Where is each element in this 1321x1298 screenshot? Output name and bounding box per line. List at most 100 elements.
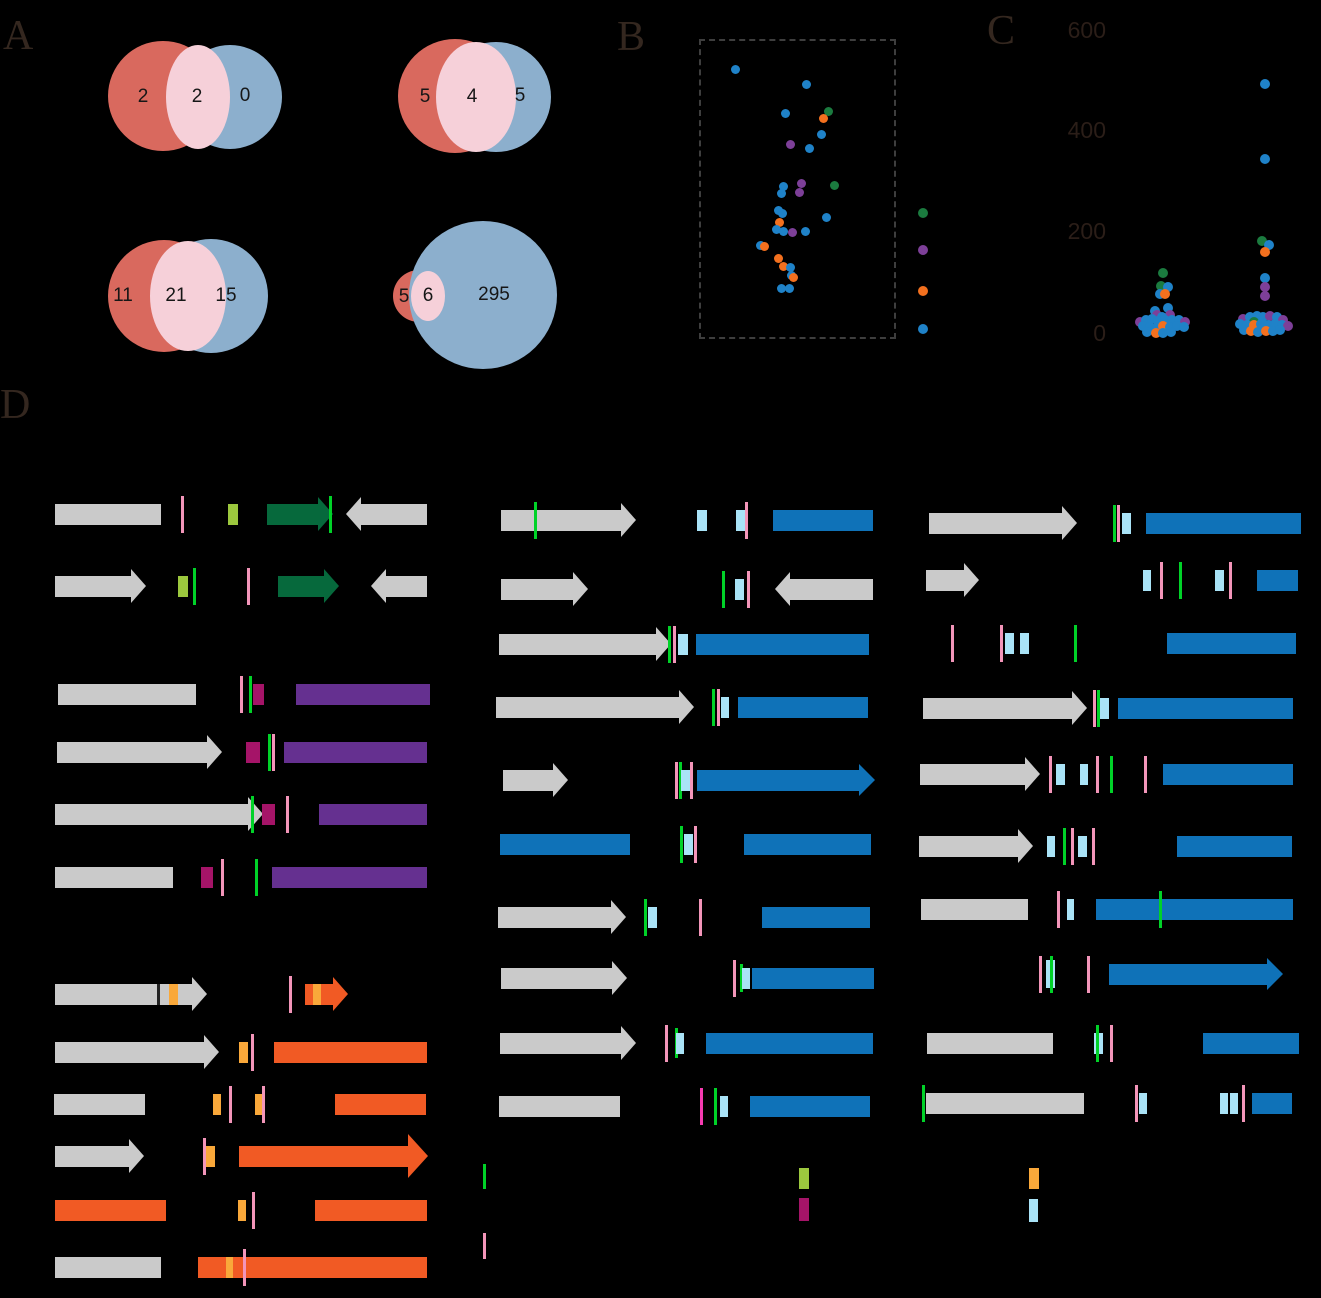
- gene-marker-line-pink: [243, 1248, 246, 1286]
- gene-arrow-body-gray: [57, 741, 207, 763]
- gene-marker-line-pink: [717, 688, 720, 726]
- gene-arrow-head-left-gray: [346, 497, 361, 531]
- gene-feature-box-lblue: [676, 1032, 684, 1054]
- gene-segment-gray: [55, 1256, 161, 1278]
- gene-arrow-body-gray: [55, 1041, 204, 1063]
- gene-feature-box-lblue: [1220, 1092, 1228, 1114]
- scatter-dot-blue: [800, 226, 810, 236]
- gene-feature-box-yellow: [206, 1145, 215, 1167]
- gene-feature-box-yg: [178, 575, 188, 597]
- gene-marker-line-pink: [1049, 755, 1052, 793]
- strip-group1-dot-blue: [1179, 322, 1189, 332]
- gene-arrow-head-right-gray: [1025, 757, 1040, 791]
- scatter-dot-blue: [821, 212, 831, 222]
- gene-marker-line-pink: [252, 1191, 255, 1229]
- strip-group2-dot-orange: [1249, 320, 1259, 330]
- gene-segment-blue2: [744, 833, 871, 855]
- gene-marker-line-pink: [203, 1137, 206, 1175]
- gene-marker-line-pink: [1160, 561, 1163, 599]
- strip-group2-dot-orange: [1246, 326, 1256, 336]
- gene-marker-line-pink: [240, 675, 243, 713]
- strip-group2-dot-orange: [1260, 247, 1270, 257]
- scatter-dot-blue: [777, 208, 787, 218]
- gene-marker-line-pink: [1087, 955, 1090, 993]
- y-axis-tick-label-600: 600: [1067, 17, 1106, 43]
- scatter-dot-orange: [818, 113, 828, 123]
- strip-group1-dot-blue: [1153, 316, 1163, 326]
- strip-group1-dot-green: [1158, 268, 1168, 278]
- scatter-dot-blue: [778, 226, 788, 236]
- gene-marker-line-bgreen: [1110, 755, 1113, 793]
- gene-feature-box-magenta: [246, 741, 260, 763]
- gene-feature-box-yellow: [313, 983, 321, 1005]
- gene-segment-purple2: [272, 866, 427, 888]
- gene-arrow-body-dgreen: [278, 575, 324, 597]
- gene-arrow-body-gray: [500, 1032, 621, 1054]
- gene-arrow-head-right-gray: [553, 763, 568, 797]
- scatter-dot-blue: [730, 64, 740, 74]
- gene-marker-line-pink: [1039, 955, 1042, 993]
- gene-segment-gray: [58, 683, 196, 705]
- gene-marker-line-pink: [1242, 1084, 1245, 1122]
- panel-label-c: C: [987, 8, 1016, 54]
- strip-group2-dot-blue: [1272, 312, 1282, 322]
- gene-segment-gray: [926, 1092, 1084, 1114]
- strip-group1-dot-blue: [1167, 315, 1177, 325]
- strip-group1-dot-blue: [1163, 282, 1173, 292]
- scatter-dot-blue: [778, 181, 788, 191]
- gene-segment-blue2: [1203, 1032, 1299, 1054]
- gene-feature-box-magenta: [799, 1197, 809, 1221]
- gene-feature-box-lblue: [1143, 569, 1151, 591]
- scatter-dot-orange: [773, 253, 783, 263]
- gene-feature-box-yellow: [255, 1093, 263, 1115]
- gene-segment-orange2: [55, 1199, 166, 1221]
- gene-feature-box-lblue: [648, 906, 657, 928]
- gene-marker-line-pink: [694, 825, 697, 863]
- gene-arrow-head-right-gray: [1072, 691, 1087, 725]
- gene-marker-line-bgreen: [1096, 1024, 1099, 1062]
- gene-feature-box-lblue: [1122, 512, 1131, 534]
- gene-arrow-body-gray: [499, 633, 656, 655]
- gene-arrow-head-right-gray: [129, 1139, 144, 1173]
- gene-arrow-body-gray: [923, 697, 1072, 719]
- gene-marker-line-pink: [221, 858, 224, 896]
- gene-arrow-body-gray: [386, 575, 427, 597]
- y-axis-tick-label-200: 200: [1067, 218, 1106, 244]
- gene-arrow-head-right-gray: [611, 900, 626, 934]
- scatter-dot-blue: [771, 224, 781, 234]
- gene-feature-box-yellow: [226, 1256, 233, 1278]
- gene-marker-line-bgreen: [922, 1084, 925, 1122]
- scatter-dot-blue: [804, 143, 814, 153]
- gene-feature-box-lblue: [1005, 632, 1014, 654]
- gene-marker-line-bgreen: [1113, 504, 1116, 542]
- gene-arrow-body-gray: [498, 906, 611, 928]
- gene-marker-line-pink: [745, 501, 748, 539]
- gene-marker-line-bgreen: [679, 761, 682, 799]
- gene-segment-blue2: [762, 906, 870, 928]
- strip-group1-dot-blue: [1174, 315, 1184, 325]
- gene-marker-line-pink: [483, 1233, 486, 1259]
- scatter-dot-purple: [796, 178, 806, 188]
- gene-arrow-body-gray: [55, 1145, 129, 1167]
- gene-marker-line-pink: [747, 570, 750, 608]
- gene-arrow-head-right-gray: [573, 572, 588, 606]
- panel-label-a: A: [3, 13, 34, 59]
- gene-marker-line-bgreen: [1159, 890, 1162, 928]
- gene-feature-box-lblue: [1080, 763, 1088, 785]
- gene-arrow-body-gray: [919, 835, 1018, 857]
- scatter-legend-dot-purple: [918, 245, 928, 255]
- gene-arrow-head-right-orange2: [408, 1134, 428, 1178]
- gene-marker-line-pink: [262, 1085, 265, 1123]
- scatter-dot-blue: [784, 283, 794, 293]
- gene-feature-box-lblue: [1078, 835, 1087, 857]
- gene-segment-blue2: [706, 1032, 873, 1054]
- gene-marker-line-hotpink: [700, 1087, 703, 1125]
- gene-arrow-head-right-gray: [192, 977, 207, 1011]
- gene-marker-line-pink: [1229, 561, 1232, 599]
- gene-segment-purple2: [284, 741, 427, 763]
- strip-group2-dot-purple: [1260, 282, 1270, 292]
- gene-marker-line-bgreen: [249, 675, 252, 713]
- strip-group2-dot-green: [1257, 236, 1267, 246]
- gene-segment-blue2: [500, 833, 630, 855]
- gene-feature-box-yellow: [1029, 1167, 1039, 1189]
